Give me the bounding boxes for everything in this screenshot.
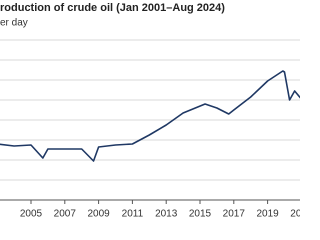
data-line [0,70,300,162]
x-tick-label: 2021 [290,209,300,220]
x-tick-label: 2015 [189,209,212,220]
x-tick-label: 2009 [87,209,110,220]
x-tick-label: 2017 [223,209,246,220]
chart-title: roduction of crude oil (Jan 2001–Aug 202… [0,2,225,14]
x-tick-label: 2011 [122,209,144,220]
x-tick-label: 2005 [20,209,43,220]
page: {"chart_data": {"type": "line", "title":… [0,1,300,220]
chart: roduction of crude oil (Jan 2001–Aug 202… [0,2,300,220]
x-tick-label: 2007 [54,209,77,220]
chart-subtitle: er day [0,18,28,29]
x-tick-label: 2019 [256,209,279,220]
x-tick-label: 2013 [155,209,178,220]
